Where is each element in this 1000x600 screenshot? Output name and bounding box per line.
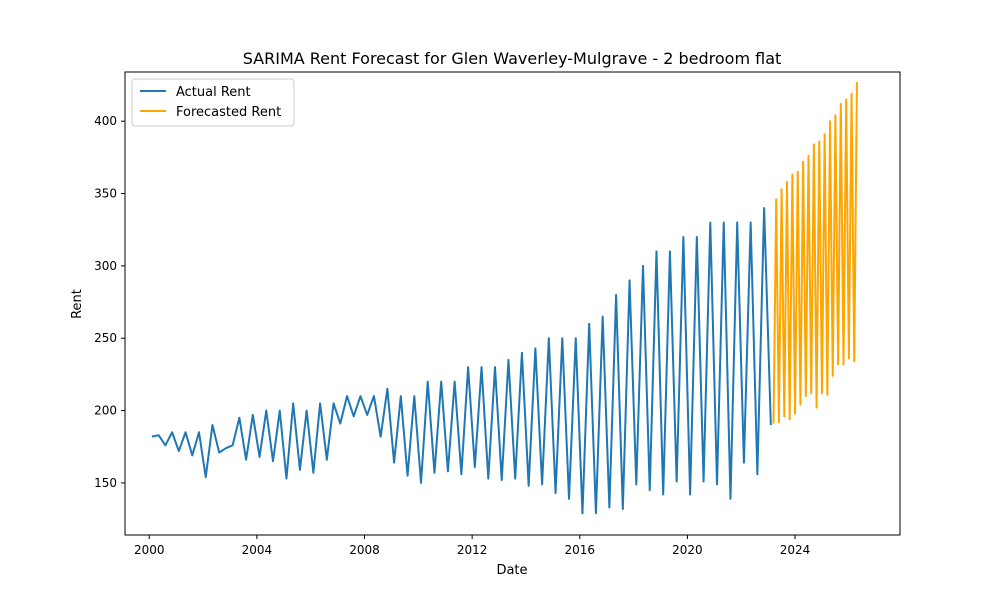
- x-tick-label: 2012: [457, 543, 488, 557]
- y-tick-label: 400: [94, 114, 117, 128]
- chart-title: SARIMA Rent Forecast for Glen Waverley-M…: [243, 49, 782, 68]
- legend: Actual Rent Forecasted Rent: [131, 78, 295, 127]
- y-tick-label: 300: [94, 259, 117, 273]
- plot-frame: [124, 71, 901, 536]
- y-tick-label: 250: [94, 331, 117, 345]
- series-layer: [151, 82, 858, 515]
- series-line-actual-rent: [151, 207, 772, 515]
- x-axis: 2000 2004 2008 2012 2016 2020 2024: [134, 535, 810, 557]
- x-tick-label: 2020: [672, 543, 703, 557]
- y-tick-label: 350: [94, 187, 117, 201]
- legend-label-actual-rent: Actual Rent: [176, 85, 251, 100]
- y-axis-label: Rent: [70, 289, 85, 319]
- series-line-forecasted-rent: [772, 82, 858, 424]
- legend-box: [131, 78, 295, 127]
- y-tick-label: 150: [94, 476, 117, 490]
- plot-area-background: [125, 72, 900, 535]
- x-tick-label: 2008: [349, 543, 380, 557]
- y-tick-label: 200: [94, 404, 117, 418]
- x-axis-label: Date: [496, 563, 527, 578]
- x-tick-label: 2016: [565, 543, 596, 557]
- x-tick-label: 2000: [134, 543, 165, 557]
- x-tick-label: 2004: [242, 543, 273, 557]
- y-axis: 150 200 250 300 350 400: [94, 114, 125, 490]
- legend-label-forecasted-rent: Forecasted Rent: [176, 105, 281, 120]
- x-tick-label: 2024: [780, 543, 811, 557]
